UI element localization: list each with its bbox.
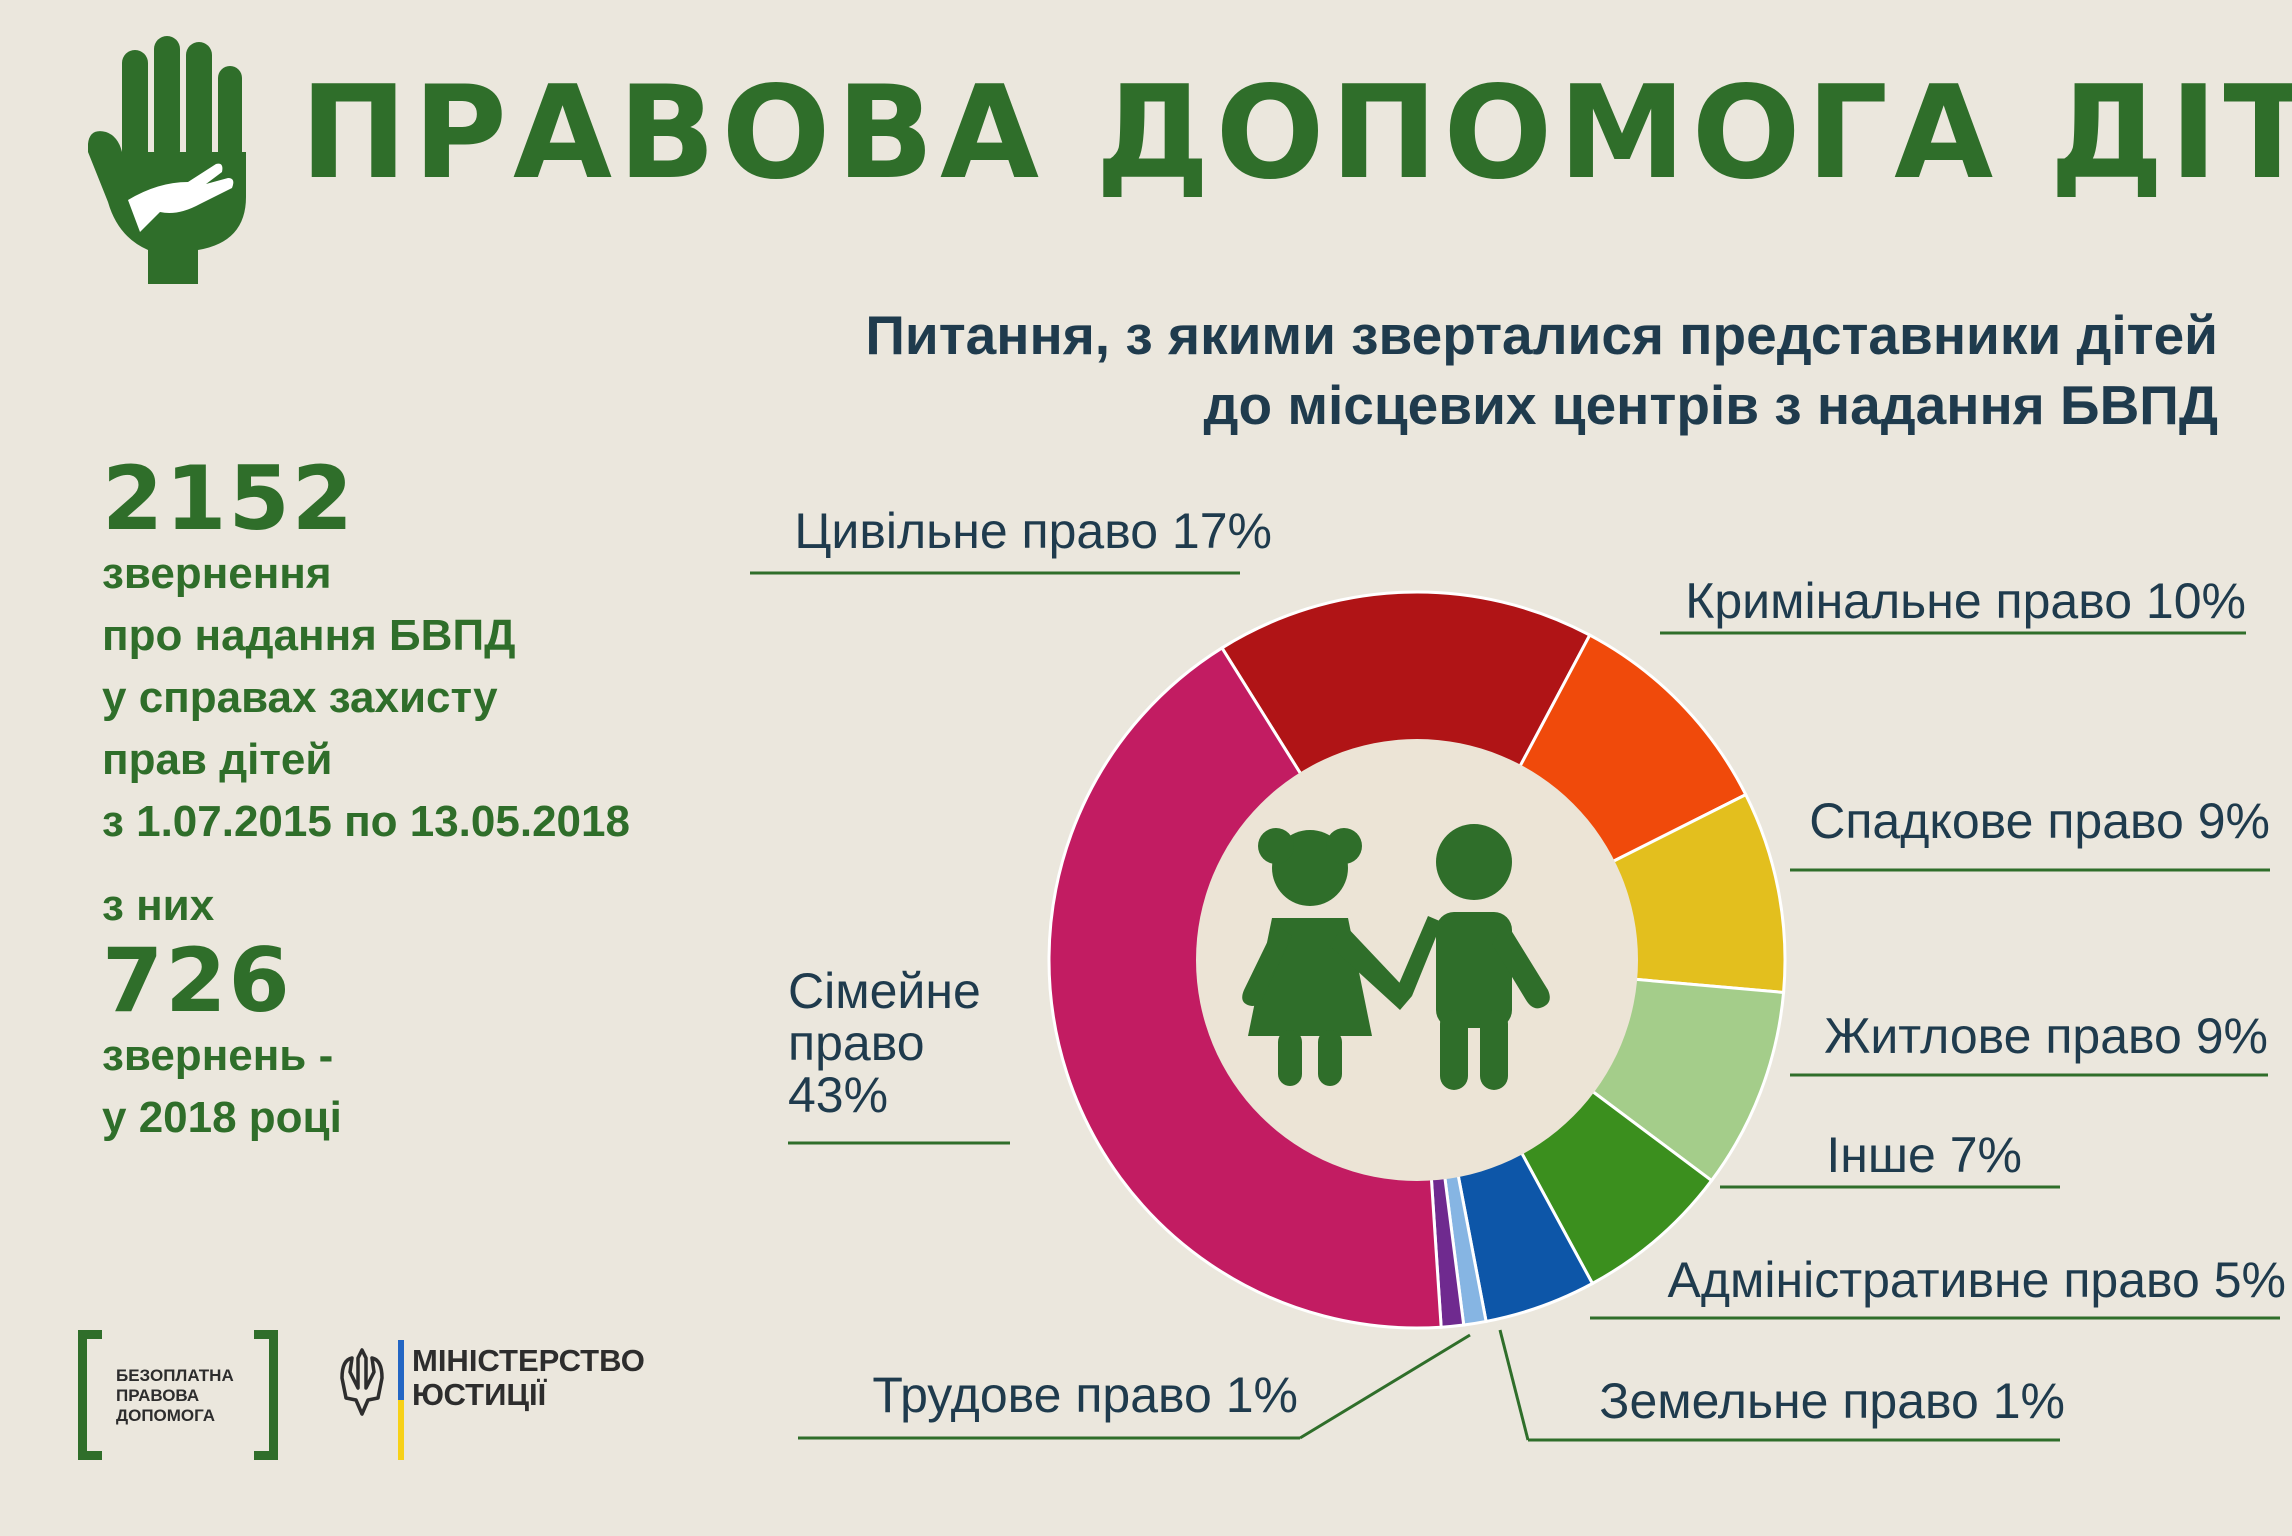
sub-count: 726 [102,929,292,1032]
subtitle-line-2: до місцевих центрів з надання БВПД [1203,374,2218,436]
chart-subtitle: Питання, з якими зверталися представники… [718,300,2218,440]
slice-label-1: Цивільне право 17% [794,503,1272,559]
total-count: 2152 [102,447,355,550]
sub-desc-1: звернень - [102,1031,334,1080]
slice-label-6: Адміністративне право 5% [1667,1252,2286,1308]
leader-connector-8 [1299,1333,1471,1440]
slice-label-3: Спадкове право 9% [1809,793,2270,849]
sub-desc-2: у 2018 році [102,1093,342,1142]
page-title: ПРАВОВА ДОПОМОГА ДІТЯМ [300,59,2292,208]
ukraine-flag-stripe [398,1340,404,1460]
leader-connector-7 [1498,1329,1530,1441]
logo1-line-1: БЕЗОПЛАТНА [116,1366,234,1385]
total-desc-5: з 1.07.2015 по 13.05.2018 [102,797,630,846]
sub-intro: з них [102,881,215,930]
ministry-of-justice-logo: МІНІСТЕРСТВО ЮСТИЦІЇ [412,1344,645,1412]
slice-label-9: Сімейне право 43% [788,963,981,1123]
free-legal-aid-logo-text: БЕЗОПЛАТНА ПРАВОВА ДОПОМОГА [116,1366,256,1426]
free-legal-aid-logo [78,1330,278,1460]
total-desc-1: звернення [102,549,332,598]
logo1-line-3: ДОПОМОГА [116,1406,216,1425]
total-desc-3: у справах захисту [102,673,498,722]
total-desc-2: про надання БВПД [102,611,516,660]
logo1-line-2: ПРАВОВА [116,1386,200,1405]
stats-panel: 2152 звернення про надання БВПД у справа… [102,455,630,1149]
trident-icon [340,1348,384,1416]
slice-label-8: Трудове право 1% [872,1367,1298,1423]
slice-label-4: Житлове право 9% [1824,1008,2268,1064]
slice-label-7: Земельне право 1% [1599,1373,2065,1429]
hands-icon [88,36,246,284]
slice-label-5: Інше 7% [1826,1127,2022,1183]
ministry-line-1: МІНІСТЕРСТВО [412,1343,645,1378]
ministry-line-2: ЮСТИЦІЇ [412,1377,547,1412]
subtitle-line-1: Питання, з якими зверталися представники… [865,304,2218,366]
total-desc-4: прав дітей [102,735,333,784]
slice-label-2: Кримінальне право 10% [1685,573,2246,629]
children-holding-hands-icon [1242,824,1550,1090]
